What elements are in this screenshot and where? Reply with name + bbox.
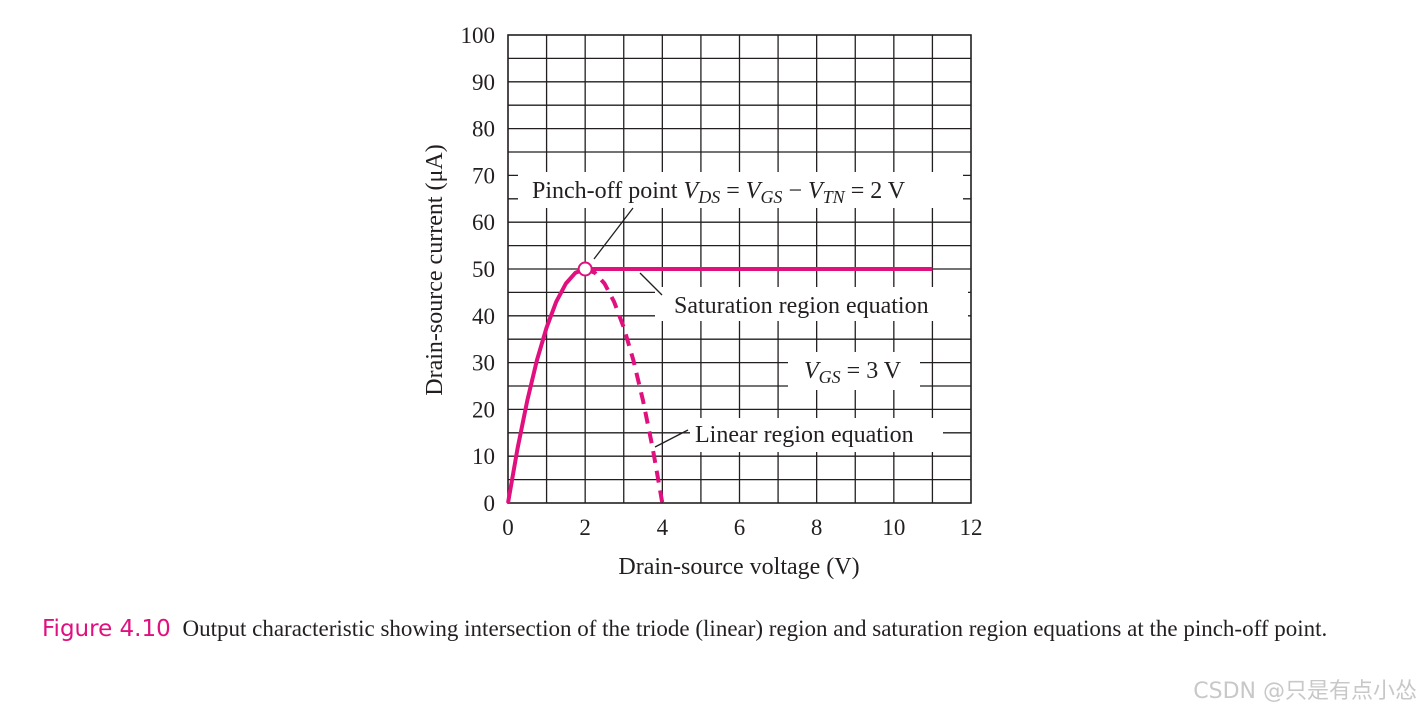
y-tick-label: 100: [461, 23, 496, 48]
y-tick-label: 40: [472, 304, 495, 329]
linear-leader: [654, 429, 689, 448]
saturation-label-bg: [655, 287, 968, 321]
vgs-annotation: VGS = 3 V: [804, 358, 902, 387]
pinch-off-annotation: Pinch-off point VDS = VGS − VTN = 2 V: [532, 178, 906, 207]
caption-text: Output characteristic showing intersecti…: [182, 616, 1328, 641]
x-tick-label: 4: [657, 515, 669, 540]
y-tick-label: 80: [472, 117, 495, 142]
x-tick-label: 6: [734, 515, 746, 540]
y-tick-label: 50: [472, 257, 495, 282]
y-tick-label: 70: [472, 163, 495, 188]
watermark: CSDN @只是有点小怂: [1193, 679, 1417, 704]
linear-annotation: Linear region equation: [695, 422, 914, 448]
x-tick-label: 2: [579, 515, 591, 540]
y-tick-label: 90: [472, 70, 495, 95]
x-tick-label: 0: [502, 515, 514, 540]
y-axis-label: Drain-source current (μA): [422, 144, 448, 395]
pinch-off-point-marker: [577, 261, 593, 277]
y-tick-label: 30: [472, 351, 495, 376]
saturation-leader: [639, 272, 663, 296]
pinch-off-leader: [593, 207, 634, 260]
y-tick-label: 20: [472, 397, 495, 422]
figure-caption: Figure 4.10 Output characteristic showin…: [42, 612, 1382, 646]
curves: [506, 267, 933, 504]
y-tick-label: 10: [472, 444, 495, 469]
vgs-label-bg: [788, 352, 920, 390]
linear-region-solid-curve: [506, 267, 586, 504]
x-tick-label: 10: [882, 515, 905, 540]
x-axis-label: Drain-source voltage (V): [618, 554, 859, 580]
axis-ticks: 0 2 4 6 8 10 12 0 10 20 30 40 50 60 70 80 90 100: [461, 23, 983, 540]
linear-region-dashed-curve: [584, 267, 665, 504]
figure-label: Figure 4.10: [42, 616, 171, 642]
linear-label-bg: [690, 418, 943, 452]
plot-frame: [507, 34, 972, 504]
y-tick-label: 0: [484, 491, 496, 516]
pinch-off-label-bg: [518, 172, 963, 208]
x-tick-label: 12: [960, 515, 983, 540]
saturation-annotation: Saturation region equation: [674, 293, 929, 319]
x-tick-label: 8: [811, 515, 823, 540]
output-characteristic-chart: 0 2 4 6 8 10 12 0 10 20 30 40 50 60 70 80 90 100 Drain-so…: [422, 23, 983, 580]
y-tick-label: 60: [472, 210, 495, 235]
